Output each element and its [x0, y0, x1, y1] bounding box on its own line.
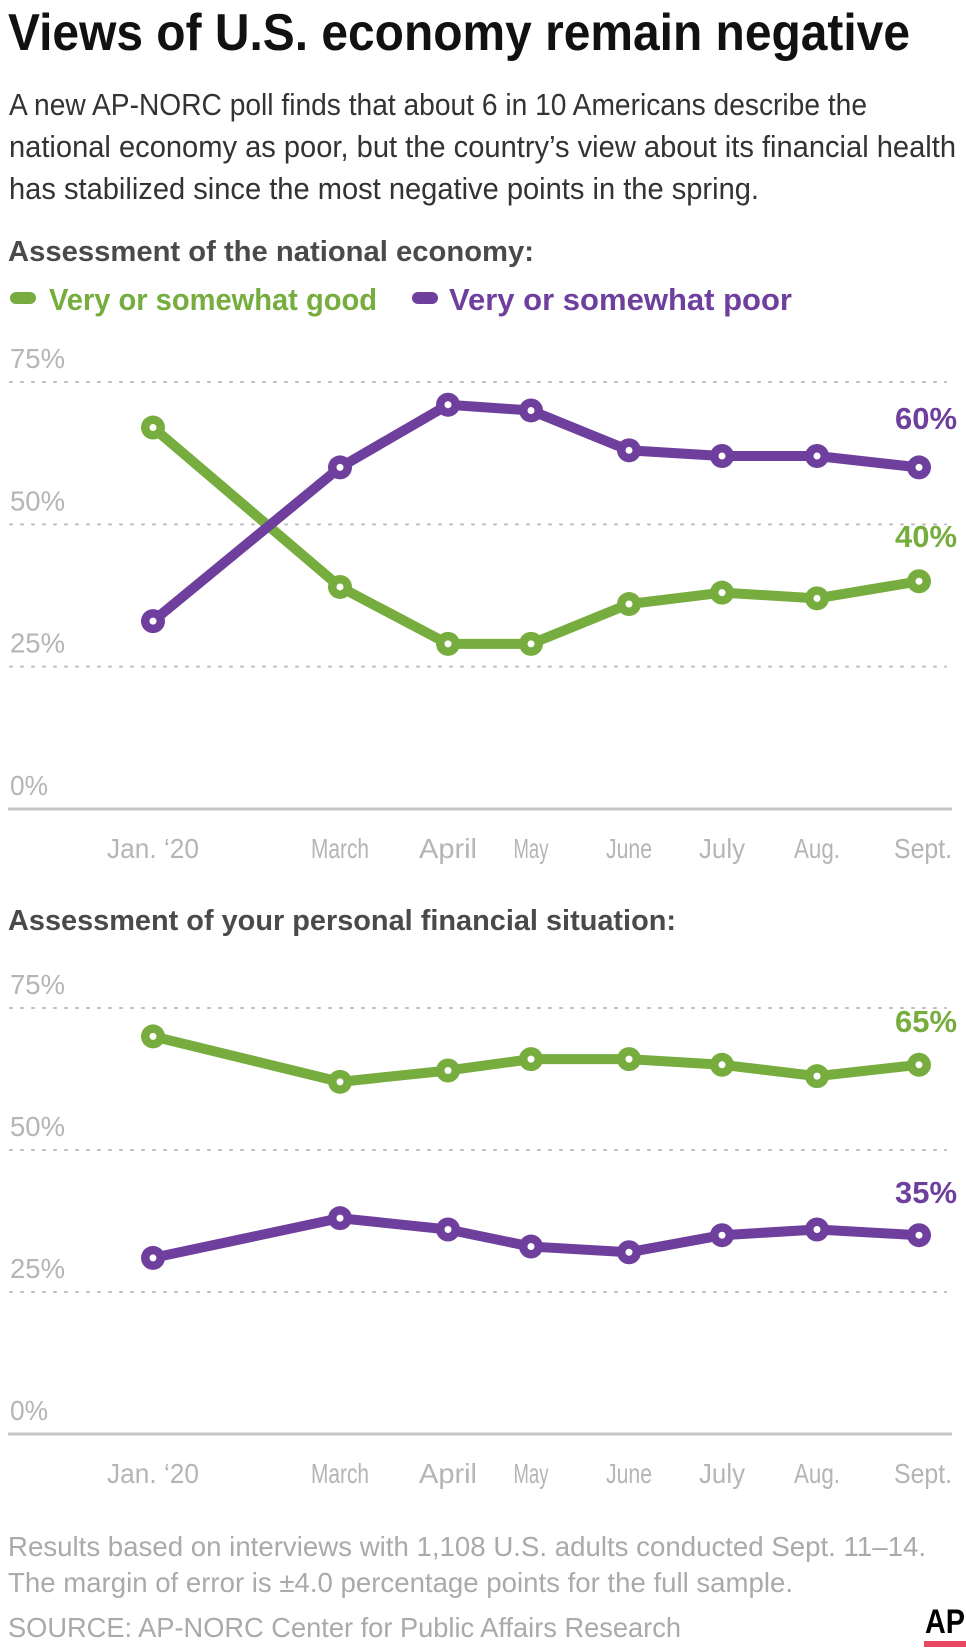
data-point-center [444, 1226, 452, 1234]
x-tick-label: June [606, 833, 652, 864]
page-title: Views of U.S. economy remain negative [8, 4, 910, 62]
data-point-center [149, 1032, 157, 1040]
legend-label-good: Very or somewhat good [49, 282, 377, 317]
data-point-center [527, 1243, 535, 1251]
y-tick-label: 25% [10, 628, 65, 659]
end-value-label: 35% [895, 1175, 957, 1210]
data-point-center [527, 406, 535, 414]
data-point-center [149, 424, 157, 432]
data-point-center [336, 1214, 344, 1222]
x-tick-label: May [514, 833, 549, 864]
legend-label-poor: Very or somewhat poor [449, 282, 792, 317]
x-tick-label: July [699, 833, 745, 864]
x-tick-label: Sept. [894, 1458, 952, 1489]
ap-logo-text: AP [925, 1603, 965, 1641]
ap-logo-rule [924, 1641, 966, 1647]
data-point-center [149, 1254, 157, 1262]
data-point-center [813, 452, 821, 460]
chart-national-economy: 0% 25% 50% 75% Jan. ‘20 March April May June July… [8, 343, 957, 864]
data-point-center [336, 583, 344, 591]
data-point-center [718, 452, 726, 460]
series-line [151, 1031, 920, 1087]
data-point-center [336, 463, 344, 471]
data-point-center [915, 577, 923, 585]
x-tick-label: April [419, 833, 477, 864]
data-point-center [527, 1055, 535, 1063]
data-point-center [625, 600, 633, 608]
source-note: SOURCE: AP-NORC Center for Public Affair… [8, 1612, 681, 1643]
end-value-label: 65% [895, 1004, 957, 1039]
series-good: 40% [141, 415, 957, 656]
data-point-center [527, 640, 535, 648]
data-point-center [444, 1066, 452, 1074]
series-poor: 60% [141, 392, 957, 634]
x-tick-label: Aug. [794, 1458, 840, 1489]
data-point-center [444, 640, 452, 648]
data-point-center [813, 594, 821, 602]
footer-note: The margin of error is ±4.0 percentage p… [8, 1567, 793, 1598]
end-value-label: 60% [895, 401, 957, 436]
chart-2-title: Assessment of your personal financial si… [8, 905, 676, 937]
data-point-center [915, 463, 923, 471]
x-tick-label: June [606, 1458, 652, 1489]
y-tick-label: 0% [10, 770, 48, 801]
x-tick-label: Jan. ‘20 [107, 1458, 199, 1489]
data-point-center [915, 1061, 923, 1069]
subtitle-line: has stabilized since the most negative p… [9, 171, 759, 206]
ap-logo: AP [924, 1603, 966, 1647]
chart-1-title: Assessment of the national economy: [8, 236, 534, 268]
data-point-center [149, 617, 157, 625]
data-point-center [813, 1072, 821, 1080]
y-tick-label: 50% [10, 1111, 65, 1142]
data-point-center [813, 1226, 821, 1234]
y-tick-label: 25% [10, 1253, 65, 1284]
x-tick-label: July [699, 1458, 745, 1489]
x-tick-label: March [311, 1458, 369, 1489]
x-tick-label: April [419, 1458, 477, 1489]
chart-personal-finances: 0% 25% 50% 75% Jan. ‘20 March April May June July… [8, 969, 957, 1489]
subtitle-line: A new AP-NORC poll finds that about 6 in… [9, 87, 867, 122]
series-poor: 35% [141, 1175, 957, 1270]
data-point-center [718, 589, 726, 597]
data-point-center [915, 1231, 923, 1239]
footer-note: Results based on interviews with 1,108 U… [8, 1531, 926, 1562]
data-point-center [444, 401, 452, 409]
data-point-center [625, 1055, 633, 1063]
data-point-center [336, 1078, 344, 1086]
series-line [149, 399, 920, 625]
x-tick-label: May [514, 1458, 549, 1489]
data-point-center [625, 446, 633, 454]
series-good: 65% [141, 1004, 957, 1094]
data-point-center [718, 1061, 726, 1069]
y-tick-label: 75% [10, 969, 65, 1000]
y-tick-label: 50% [10, 485, 65, 516]
series-line [149, 423, 920, 649]
y-tick-label: 0% [10, 1395, 48, 1426]
series-line [151, 1213, 920, 1263]
x-tick-label: Aug. [794, 833, 840, 864]
x-tick-label: March [311, 833, 369, 864]
x-tick-label: Jan. ‘20 [107, 833, 199, 864]
y-tick-label: 75% [10, 343, 65, 374]
legend: Very or somewhat good Very or somewhat p… [10, 282, 792, 317]
subtitle-line: national economy as poor, but the countr… [9, 129, 956, 164]
data-point-center [625, 1248, 633, 1256]
end-value-label: 40% [895, 519, 957, 554]
x-tick-label: Sept. [894, 833, 952, 864]
data-point-center [718, 1231, 726, 1239]
